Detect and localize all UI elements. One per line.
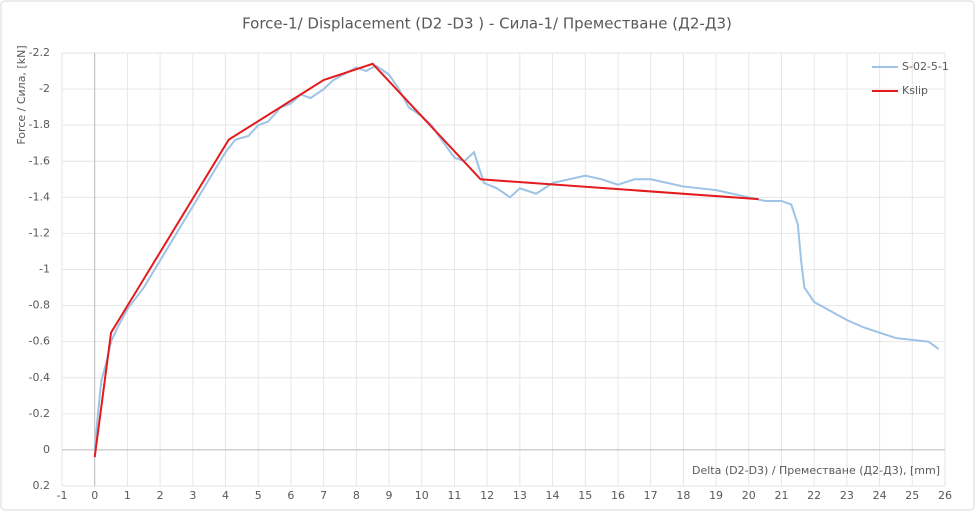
- y-tick-label: -2.2: [29, 46, 50, 59]
- x-tick-label: 17: [644, 489, 658, 502]
- legend-label: Kslip: [902, 84, 928, 97]
- y-tick-label: -1.8: [29, 118, 50, 131]
- y-tick-label: -0.4: [29, 371, 50, 384]
- x-tick-label: 12: [480, 489, 494, 502]
- x-tick-label: -1: [57, 489, 68, 502]
- x-tick-label: 14: [546, 489, 560, 502]
- x-tick-label: 8: [353, 489, 360, 502]
- y-tick-label: -0.6: [29, 335, 50, 348]
- y-tick-label: 0.2: [33, 479, 51, 492]
- x-tick-label: 13: [513, 489, 527, 502]
- x-tick-label: 10: [415, 489, 429, 502]
- y-tick-label: -0.2: [29, 407, 50, 420]
- y-axis-label: Force / Сила, [kN]: [15, 45, 28, 144]
- y-tick-label: 0: [43, 443, 50, 456]
- x-tick-label: 5: [255, 489, 262, 502]
- y-tick-label: -1.6: [29, 154, 50, 167]
- x-tick-label: 11: [447, 489, 461, 502]
- x-tick-label: 18: [676, 489, 690, 502]
- x-tick-label: 7: [320, 489, 327, 502]
- x-tick-label: 9: [386, 489, 393, 502]
- x-tick-label: 4: [222, 489, 229, 502]
- chart-title: Force-1/ Displacement (D2 -D3 ) - Сила-1…: [242, 15, 732, 33]
- x-tick-label: 3: [189, 489, 196, 502]
- y-tick-label: -1.4: [29, 190, 50, 203]
- x-tick-label: 19: [709, 489, 723, 502]
- y-tick-label: -1.2: [29, 226, 50, 239]
- x-tick-label: 21: [774, 489, 788, 502]
- x-tick-label: 26: [938, 489, 952, 502]
- x-tick-label: 15: [578, 489, 592, 502]
- series-line: [93, 62, 759, 458]
- x-tick-label: 1: [124, 489, 131, 502]
- x-tick-label: 24: [873, 489, 887, 502]
- x-tick-label: 22: [807, 489, 821, 502]
- legend-label: S-02-5-1: [902, 60, 949, 73]
- x-tick-label: 6: [287, 489, 294, 502]
- x-tick-label: 0: [91, 489, 98, 502]
- x-tick-label: 2: [157, 489, 164, 502]
- x-tick-label: 16: [611, 489, 625, 502]
- y-tick-label: -1: [39, 263, 50, 276]
- x-tick-label: 23: [840, 489, 854, 502]
- x-tick-label: 25: [905, 489, 919, 502]
- y-tick-label: -2: [39, 82, 50, 95]
- y-tick-label: -0.8: [29, 299, 50, 312]
- x-axis-label: Delta (D2-D3) / Преместване (Д2-Д3), [mm…: [692, 464, 940, 477]
- x-tick-label: 20: [742, 489, 756, 502]
